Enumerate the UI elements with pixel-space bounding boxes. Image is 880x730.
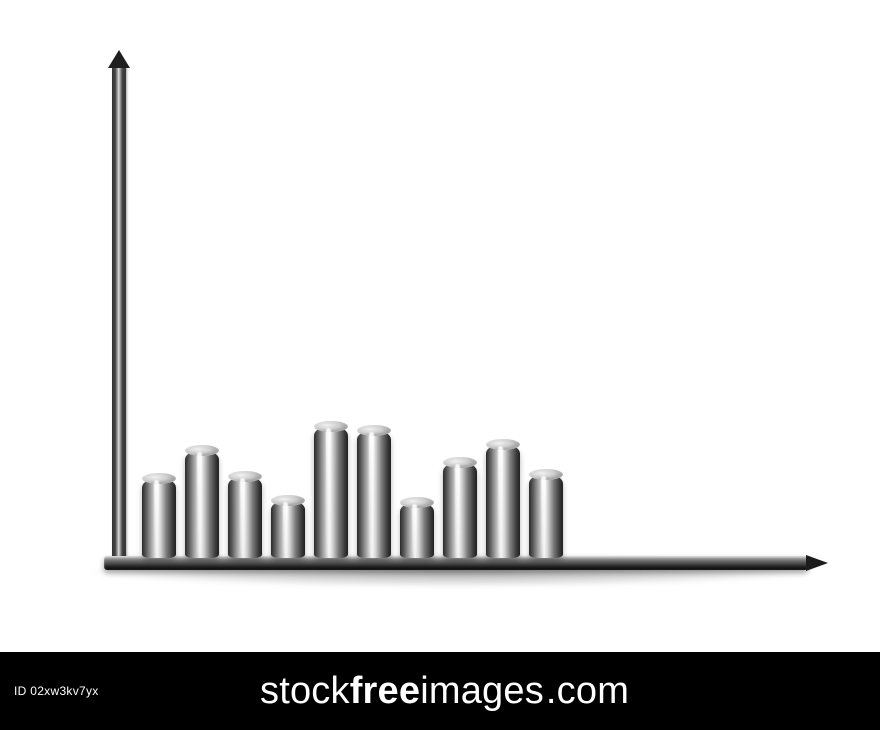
bar-10 xyxy=(529,474,563,558)
y-axis xyxy=(112,66,126,566)
watermark-footer: ID 02xw3kv7yx stock free images .com xyxy=(0,652,880,730)
y-axis-arrow-icon xyxy=(108,50,130,68)
bar-1 xyxy=(142,478,176,558)
brand-wordmark: stock free images .com xyxy=(0,670,880,713)
bar-2 xyxy=(185,450,219,558)
brand-part-free: free xyxy=(350,670,421,713)
bar-8 xyxy=(443,462,477,558)
x-axis-arrow-icon xyxy=(806,555,828,571)
bar-3 xyxy=(228,476,262,558)
brand-part-dotcom: .com xyxy=(546,670,629,713)
bar-9 xyxy=(486,444,520,558)
brand-part-images: images xyxy=(420,670,544,713)
canvas xyxy=(0,0,880,640)
bar-5 xyxy=(314,426,348,558)
bar-4 xyxy=(271,500,305,558)
bar-chart-3d xyxy=(0,0,880,640)
bar-6 xyxy=(357,430,391,558)
image-id-label: ID 02xw3kv7yx xyxy=(14,684,99,698)
x-axis xyxy=(104,556,808,570)
brand-part-stock: stock xyxy=(260,670,350,713)
bar-7 xyxy=(400,502,434,558)
